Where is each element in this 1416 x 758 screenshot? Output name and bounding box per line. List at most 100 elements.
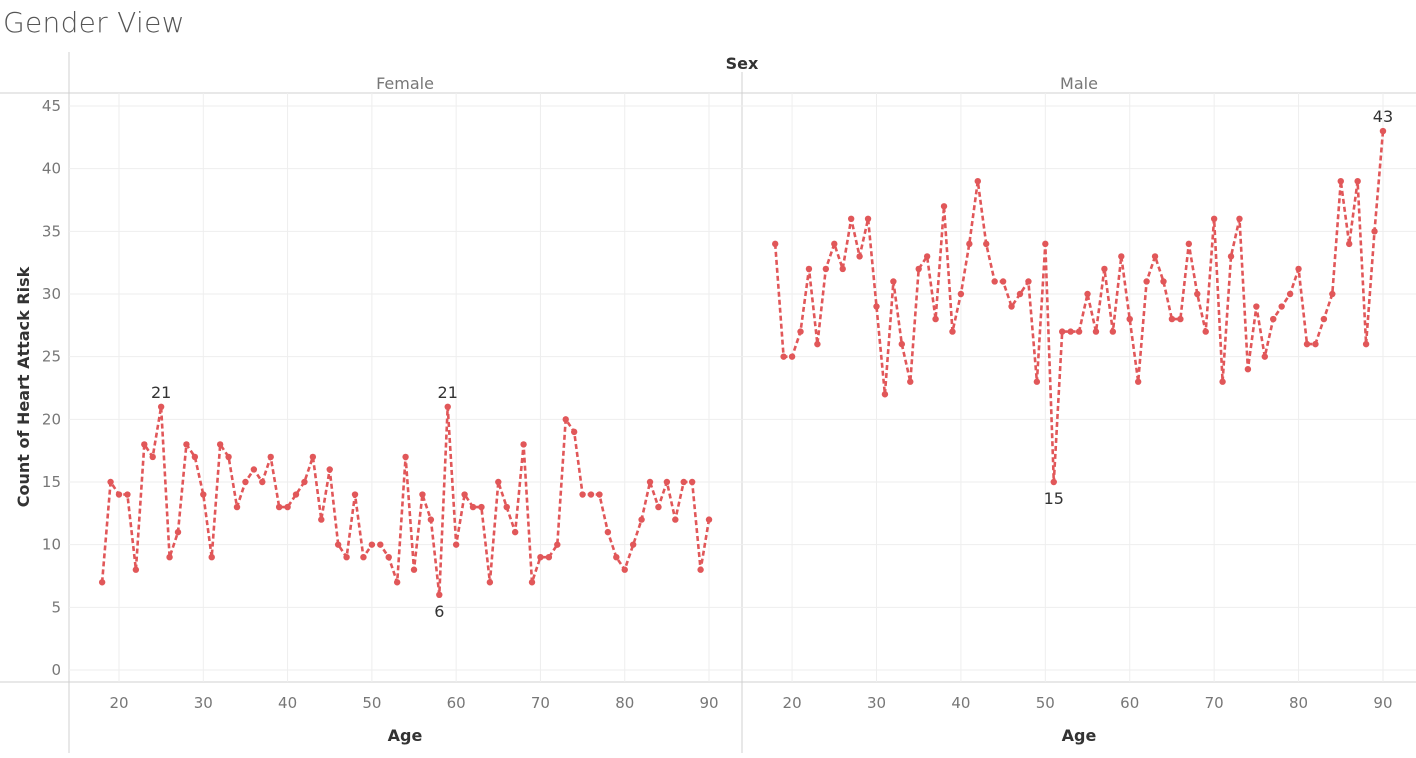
data-point[interactable] [983,240,990,248]
data-point[interactable] [814,340,821,348]
data-point[interactable] [444,403,451,410]
data-point[interactable] [822,265,830,273]
data-point[interactable] [1050,478,1057,486]
data-point[interactable] [705,516,713,523]
data-point[interactable] [427,516,435,523]
data-point[interactable] [166,554,173,561]
data-point[interactable] [1379,127,1387,135]
data-point[interactable] [545,554,553,561]
data-point[interactable] [1194,290,1201,298]
data-point[interactable] [1329,290,1336,298]
data-point[interactable] [1371,228,1378,235]
data-point[interactable] [1244,366,1252,373]
data-point[interactable] [1202,328,1209,335]
data-point[interactable] [613,554,620,561]
data-point[interactable] [1278,303,1285,310]
data-point[interactable] [957,290,965,298]
data-point[interactable] [436,591,443,598]
data-point[interactable] [301,478,308,486]
data-point[interactable] [242,478,249,486]
data-point[interactable] [638,516,645,523]
data-point[interactable] [1227,253,1235,260]
data-point[interactable] [200,491,207,498]
data-point[interactable] [1025,278,1032,285]
data-point[interactable] [864,215,872,222]
data-point[interactable] [225,453,232,461]
data-point[interactable] [881,391,889,398]
data-point[interactable] [873,303,880,310]
data-point[interactable] [1177,315,1184,323]
data-point[interactable] [250,466,258,473]
data-point[interactable] [334,541,342,548]
data-point[interactable] [688,478,696,486]
data-point[interactable] [1286,290,1294,298]
data-point[interactable] [966,240,973,248]
data-point[interactable] [511,528,519,536]
data-point[interactable] [452,541,460,548]
data-point[interactable] [284,503,291,511]
data-point[interactable] [115,491,123,498]
data-point[interactable] [663,478,671,486]
data-point[interactable] [385,554,392,561]
data-point[interactable] [780,353,787,360]
data-point[interactable] [1312,340,1319,348]
data-point[interactable] [1084,290,1091,298]
data-point[interactable] [579,491,586,498]
data-point[interactable] [991,278,998,285]
data-point[interactable] [940,203,948,210]
data-point[interactable] [132,566,140,573]
data-point[interactable] [788,353,796,360]
data-point[interactable] [697,566,704,573]
data-point[interactable] [377,541,384,548]
data-point[interactable] [318,516,325,523]
data-point[interactable] [999,278,1007,285]
data-point[interactable] [419,491,426,498]
data-point[interactable] [771,240,779,248]
data-point[interactable] [503,503,510,511]
data-point[interactable] [469,503,477,511]
data-point[interactable] [805,265,813,273]
data-point[interactable] [360,554,367,561]
data-point[interactable] [1067,328,1074,335]
data-point[interactable] [974,178,981,185]
data-point[interactable] [839,265,846,273]
data-point[interactable] [672,516,679,523]
data-point[interactable] [191,453,199,461]
data-point[interactable] [797,328,804,335]
data-point[interactable] [1059,328,1066,335]
data-point[interactable] [216,441,224,448]
data-point[interactable] [847,215,855,222]
data-point[interactable] [1337,178,1344,185]
data-point[interactable] [949,328,956,335]
data-point[interactable] [831,240,838,248]
data-point[interactable] [98,579,106,586]
data-point[interactable] [292,491,300,498]
data-point[interactable] [907,378,914,385]
data-point[interactable] [368,541,376,548]
data-point[interactable] [646,478,654,486]
data-point[interactable] [1168,315,1176,323]
data-point[interactable] [1210,215,1218,222]
data-point[interactable] [1143,278,1150,285]
data-point[interactable] [621,566,628,573]
data-point[interactable] [1354,178,1361,185]
data-point[interactable] [107,478,114,486]
data-point[interactable] [1303,340,1311,348]
data-point[interactable] [393,579,401,586]
data-point[interactable] [1092,328,1100,335]
data-point[interactable] [1219,378,1226,385]
data-point[interactable] [351,491,359,498]
data-point[interactable] [1118,253,1125,260]
data-point[interactable] [275,503,283,511]
data-point[interactable] [1362,340,1370,348]
data-point[interactable] [402,453,409,461]
data-point[interactable] [1160,278,1167,285]
data-point[interactable] [655,503,662,511]
data-point[interactable] [1320,315,1328,323]
data-point[interactable] [208,554,215,561]
data-point[interactable] [898,340,906,348]
data-point[interactable] [856,253,863,260]
data-point[interactable] [343,554,350,561]
data-point[interactable] [233,503,241,511]
data-point[interactable] [890,278,897,285]
